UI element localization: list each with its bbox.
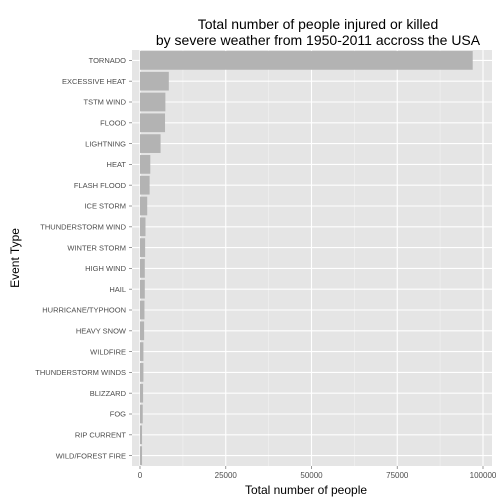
category-label: LIGHTNING <box>85 139 126 148</box>
chart-title-line1: Total number of people injured or killed <box>198 16 438 32</box>
bar <box>140 113 166 133</box>
bar <box>140 92 166 112</box>
category-label: HEAVY SNOW <box>76 327 127 336</box>
x-axis-title: Total number of people <box>245 483 367 497</box>
x-tick-label: 0 <box>138 471 143 480</box>
bar <box>140 259 145 278</box>
category-label: TSTM WIND <box>84 98 127 107</box>
bar <box>140 217 146 237</box>
bar <box>140 238 146 257</box>
category-label: FLASH FLOOD <box>74 181 127 190</box>
bar <box>140 321 145 341</box>
bar <box>140 196 148 216</box>
bars <box>140 51 473 465</box>
bar <box>140 71 169 91</box>
category-label: WINTER STORM <box>67 243 126 252</box>
x-tick-label: 100000 <box>470 471 497 480</box>
category-label: RIP CURRENT <box>75 431 127 440</box>
bar <box>140 342 144 361</box>
bar <box>140 279 145 299</box>
category-label: TORNADO <box>89 56 127 65</box>
bar <box>140 134 161 153</box>
category-label: HIGH WIND <box>85 264 126 273</box>
category-label: BLIZZARD <box>90 389 127 398</box>
category-label: HEAT <box>107 160 127 169</box>
bar <box>140 51 473 70</box>
bar <box>140 155 151 174</box>
y-axis-title: Event Type <box>8 228 22 288</box>
category-label: THUNDERSTORM WIND <box>40 223 126 232</box>
bar <box>140 300 145 320</box>
bar <box>140 363 144 382</box>
bar <box>140 383 144 403</box>
bar <box>140 446 143 465</box>
category-label: WILD/FOREST FIRE <box>56 451 126 460</box>
bar <box>140 425 143 445</box>
category-label: HAIL <box>109 285 126 294</box>
category-label: FOG <box>110 410 126 419</box>
category-labels: TORNADO EXCESSIVE HEAT TSTM WIND FLOOD LIGHT… <box>35 56 132 460</box>
category-label: THUNDERSTORM WINDS <box>35 368 126 377</box>
x-tick-label: 75000 <box>386 471 409 480</box>
category-label: FLOOD <box>100 119 126 128</box>
x-axis-ticks: 0 25000 50000 75000 100000 <box>138 466 497 480</box>
bar <box>140 404 143 424</box>
bar <box>140 175 150 195</box>
x-tick-label: 25000 <box>215 471 238 480</box>
chart-title-line2: by severe weather from 1950-2011 accross… <box>156 32 481 48</box>
category-label: ICE STORM <box>84 202 126 211</box>
x-tick-label: 50000 <box>300 471 323 480</box>
category-label: WILDFIRE <box>90 347 126 356</box>
category-label: EXCESSIVE HEAT <box>62 77 126 86</box>
category-label: HURRICANE/TYPHOON <box>42 306 126 315</box>
